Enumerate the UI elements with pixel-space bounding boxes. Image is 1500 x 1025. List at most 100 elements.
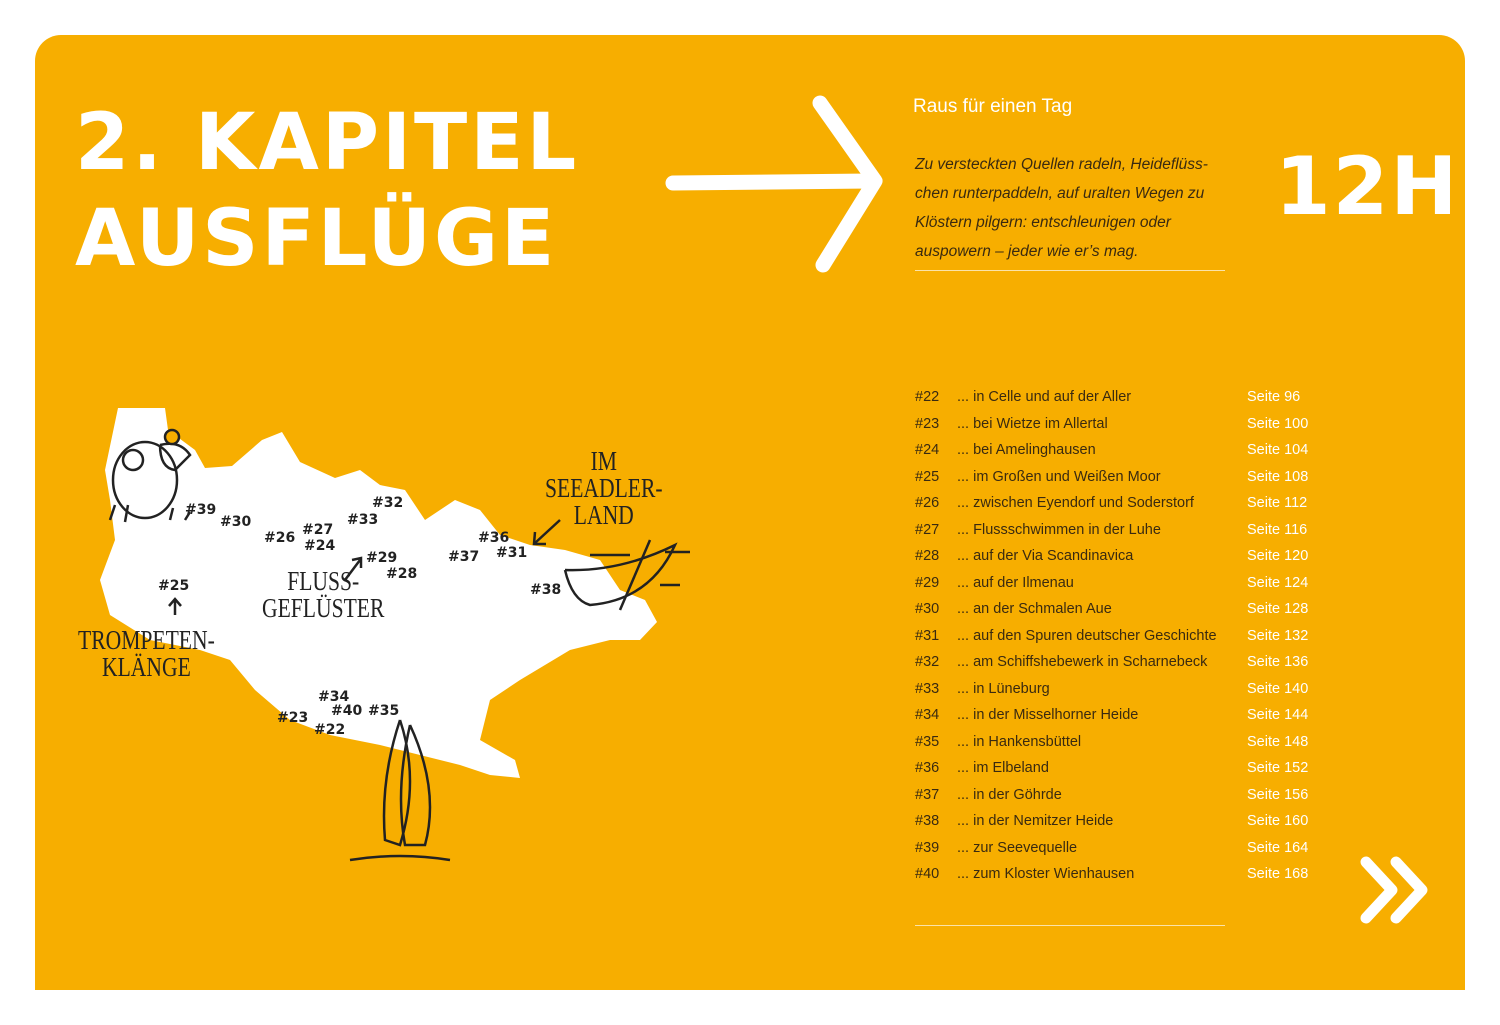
map-marker: #40 <box>331 703 363 719</box>
map-marker: #22 <box>314 722 346 738</box>
toc-page-ref: Seite 156 <box>1247 786 1309 803</box>
toc-page-ref: Seite 108 <box>1247 468 1309 485</box>
toc-row[interactable]: #26 ... zwischen Eyendorf und Soderstorf S… <box>915 492 1315 519</box>
toc-number: #34 <box>915 707 940 723</box>
toc-title: ... auf der Via Scandinavica <box>957 548 1134 564</box>
toc-number: #39 <box>915 839 940 856</box>
toc-page-ref: Seite 104 <box>1247 442 1309 458</box>
toc-page-ref: Seite 136 <box>1247 654 1309 670</box>
toc-row[interactable]: #30 ... an der Schmalen Aue Seite 128 <box>915 598 1315 625</box>
divider <box>915 270 1225 271</box>
map-marker: #35 <box>368 703 400 719</box>
toc-page-ref: Seite 152 <box>1247 760 1309 776</box>
toc-number: #28 <box>915 548 940 564</box>
toc-number: #37 <box>915 786 940 803</box>
toc-title: ... am Schiffshebewerk in Scharnebeck <box>957 654 1208 670</box>
toc-title: ... in der Göhrde <box>957 786 1062 803</box>
label-flussgefluester: FLUSS- GEFLÜSTER <box>262 568 384 622</box>
map-marker: #30 <box>220 514 252 530</box>
toc-title: ... im Elbeland <box>957 760 1049 776</box>
toc-number: #22 <box>915 389 940 405</box>
double-chevron-right-icon[interactable] <box>1358 850 1438 930</box>
toc-number: #26 <box>915 495 940 511</box>
map-marker: #24 <box>304 538 336 554</box>
map-marker: #29 <box>366 550 398 566</box>
toc-number: #40 <box>915 866 940 882</box>
toc-title: ... bei Amelinghausen <box>957 442 1096 458</box>
toc-row[interactable]: #34 ... in der Misselhorner Heide Seite 14… <box>915 704 1315 731</box>
toc-page-ref: Seite 112 <box>1247 495 1308 511</box>
toc-title: ... in Celle und auf der Aller <box>957 389 1132 405</box>
tree-icon <box>349 719 451 862</box>
map-marker: #26 <box>264 530 296 546</box>
chapter-name: AUSFLÜGE <box>75 194 558 284</box>
label-seeadlerland: IM SEEADLER- LAND <box>545 448 663 529</box>
label-line: LAND <box>573 500 634 530</box>
map-marker: #27 <box>302 522 334 538</box>
toc-number: #35 <box>915 733 940 750</box>
toc-number: #25 <box>915 468 940 485</box>
toc-row[interactable]: #31 ... auf den Spuren deutscher Geschich… <box>915 625 1315 652</box>
map-marker: #25 <box>158 578 190 594</box>
arrow-right-icon <box>665 95 883 273</box>
section-subtitle: Raus für einen Tag <box>913 96 1073 117</box>
map-marker: #33 <box>347 512 379 528</box>
toc-title: ... in der Misselhorner Heide <box>957 707 1139 723</box>
toc-row[interactable]: #25 ... im Großen und Weißen Moor Seite 10… <box>915 466 1315 493</box>
toc-title: ... auf der Ilmenau <box>957 574 1074 591</box>
toc-row[interactable]: #33 ... in Lüneburg Seite 140 <box>915 678 1315 705</box>
toc-page-ref: Seite 100 <box>1247 415 1309 432</box>
label-line: TROMPETEN- <box>78 625 215 655</box>
toc-number: #36 <box>915 760 940 776</box>
toc-number: #30 <box>915 601 940 617</box>
map-marker: #34 <box>318 689 350 705</box>
toc-title: ... auf den Spuren deutscher Geschichte <box>957 627 1217 644</box>
toc-page-ref: Seite 144 <box>1247 707 1309 723</box>
toc-title: ... bei Wietze im Allertal <box>957 415 1108 432</box>
label-line: GEFLÜSTER <box>262 593 385 623</box>
label-line: SEEADLER- <box>545 473 663 503</box>
toc-row[interactable]: #32 ... am Schiffshebewerk in Scharnebeck… <box>915 651 1315 678</box>
toc-row[interactable]: #23 ... bei Wietze im Allertal Seite 100 <box>915 413 1315 440</box>
toc-number: #23 <box>915 415 940 432</box>
label-line: FLUSS- <box>287 566 360 596</box>
toc-title: ... in Hankensbüttel <box>957 733 1082 750</box>
toc-row[interactable]: #22 ... in Celle und auf der Aller Seite 9… <box>915 386 1315 413</box>
toc-title: ... an der Schmalen Aue <box>957 601 1112 617</box>
map-marker: #36 <box>478 530 510 546</box>
toc-row[interactable]: #39 ... zur Seevequelle Seite 164 <box>915 837 1315 864</box>
label-line: IM <box>590 446 617 476</box>
toc-page-ref: Seite 140 <box>1247 680 1309 697</box>
region-outline <box>100 408 657 778</box>
toc-number: #32 <box>915 654 940 670</box>
toc-number: #29 <box>915 574 940 591</box>
toc-row[interactable]: #28 ... auf der Via Scandinavica Seite 120 <box>915 545 1315 572</box>
map-marker: #38 <box>530 582 562 598</box>
toc-title: ... in der Nemitzer Heide <box>957 813 1114 829</box>
toc-page-ref: Seite 116 <box>1247 521 1308 538</box>
canoe-icon <box>563 539 690 611</box>
toc-number: #38 <box>915 813 940 829</box>
map-marker: #31 <box>496 545 528 561</box>
label-trompetenklaenge: TROMPETEN- KLÄNGE <box>78 627 215 681</box>
toc-row[interactable]: #40 ... zum Kloster Wienhausen Seite 168 <box>915 863 1315 890</box>
toc-number: #27 <box>915 521 940 538</box>
label-line: KLÄNGE <box>102 652 191 682</box>
duration-badge: 12H <box>1275 140 1460 233</box>
map-marker: #39 <box>185 502 217 518</box>
toc-row[interactable]: #36 ... im Elbeland Seite 152 <box>915 757 1315 784</box>
toc-title: ... zum Kloster Wienhausen <box>957 866 1135 882</box>
toc-row[interactable]: #35 ... in Hankensbüttel Seite 148 <box>915 731 1315 758</box>
toc-row[interactable]: #29 ... auf der Ilmenau Seite 124 <box>915 572 1315 599</box>
toc-number: #33 <box>915 680 940 697</box>
map-marker: #37 <box>448 549 480 565</box>
toc-title: ... in Lüneburg <box>957 680 1050 697</box>
toc-row[interactable]: #24 ... bei Amelinghausen Seite 104 <box>915 439 1315 466</box>
map-marker: #28 <box>386 566 418 582</box>
toc-row[interactable]: #37 ... in der Göhrde Seite 156 <box>915 784 1315 811</box>
toc-page-ref: Seite 168 <box>1247 866 1309 882</box>
divider <box>915 925 1225 926</box>
toc-row[interactable]: #27 ... Flussschwimmen in der Luhe Seite 1… <box>915 519 1315 546</box>
toc-row[interactable]: #38 ... in der Nemitzer Heide Seite 160 <box>915 810 1315 837</box>
